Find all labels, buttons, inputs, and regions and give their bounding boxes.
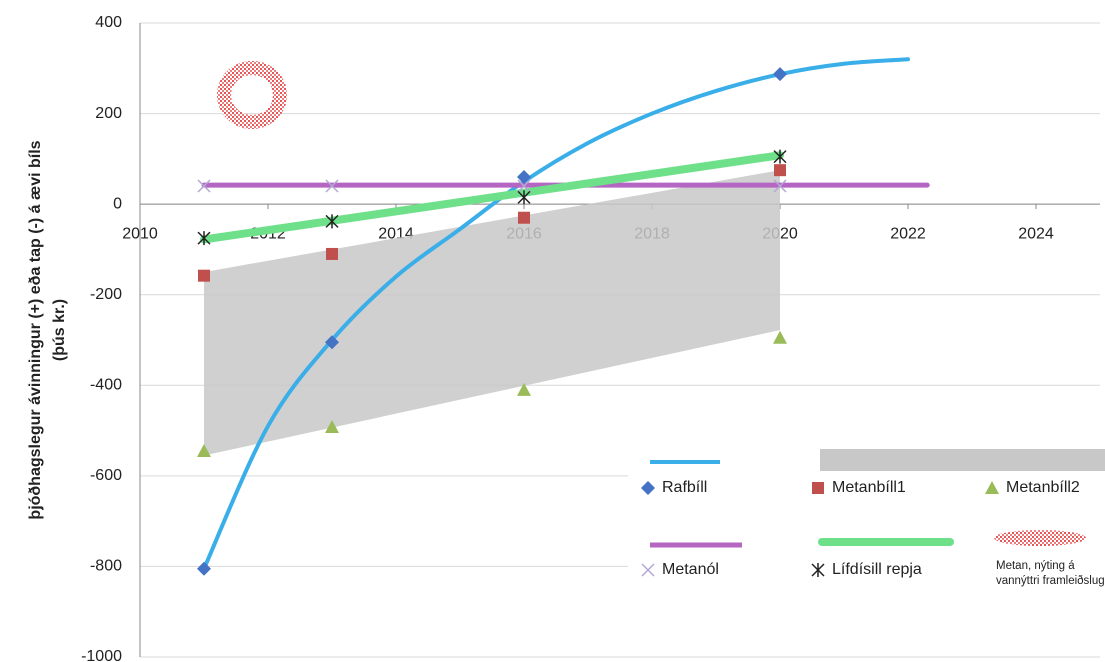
y-tick-label: -200 — [90, 286, 122, 303]
marker — [197, 231, 211, 246]
marker — [812, 482, 824, 494]
marker — [518, 211, 530, 224]
x-tick-label: 2010 — [122, 225, 158, 242]
marker — [517, 169, 531, 184]
y-axis-title: þjóðhagslegur ávinningur (+) eða tap (-)… — [27, 140, 68, 519]
x-tick-label: 2024 — [1018, 225, 1054, 242]
y-tick-label: -1000 — [81, 648, 122, 662]
y-tick-label: -400 — [90, 377, 122, 394]
marker — [197, 179, 211, 193]
marker — [517, 382, 531, 396]
y-tick-label: 400 — [95, 14, 122, 31]
marker — [773, 330, 787, 344]
marker — [325, 335, 339, 350]
marker — [773, 179, 787, 193]
marker — [325, 179, 339, 193]
marker — [985, 481, 999, 494]
x-tick-label: 2022 — [890, 225, 926, 242]
marker — [773, 149, 787, 164]
marker — [198, 269, 210, 282]
legend-label-line: Metan, nýting á — [996, 560, 1075, 572]
highlight-ellipse — [217, 61, 287, 130]
y-tick-label: -800 — [90, 558, 122, 575]
legend-label: Metanbíll2 — [1006, 479, 1080, 496]
marker — [641, 481, 655, 495]
marker — [326, 247, 338, 260]
marker — [325, 419, 339, 433]
marker — [517, 190, 531, 205]
legend: Rafbíll Metanbíll1 Metanbíll2 Metanól Lífdís… — [628, 443, 1105, 623]
range-band — [204, 170, 780, 456]
legend-swatch — [820, 449, 1105, 471]
legend-label: Lífdísill repja — [832, 561, 922, 578]
marker — [517, 179, 531, 193]
marker — [774, 164, 786, 177]
y-tick-label: 200 — [95, 105, 122, 122]
marker — [325, 214, 339, 229]
marker — [641, 563, 655, 577]
marker — [197, 443, 211, 457]
y-axis-title-line: þjóðhagslegur ávinningur (+) eða tap (-)… — [27, 140, 44, 519]
marker — [811, 563, 825, 577]
legend-label: Metanbíll1 — [832, 479, 906, 496]
legend-label: Metan, nýting á vannýttri framleiðslugetu — [996, 560, 1105, 587]
legend-swatch — [994, 530, 1086, 546]
marker — [197, 561, 211, 576]
legend-label-line: vannýttri framleiðslugetu — [996, 575, 1105, 587]
y-axis-title-line: (þús kr.) — [51, 299, 68, 361]
legend-label: Metanól — [662, 561, 719, 578]
legend-label: Rafbíll — [662, 479, 707, 496]
y-tick-label: 0 — [113, 195, 122, 212]
marker — [773, 67, 787, 82]
y-tick-label: -600 — [90, 467, 122, 484]
trendline — [200, 151, 784, 244]
